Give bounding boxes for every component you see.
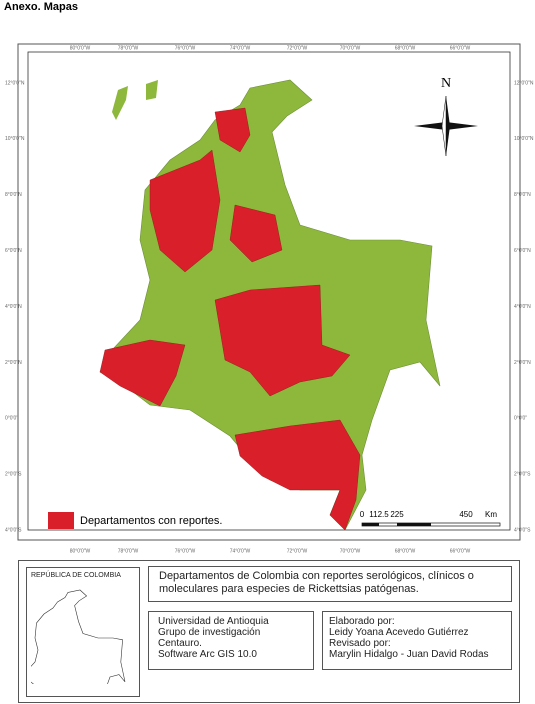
map-frame bbox=[17, 43, 521, 541]
longitude-label: 68°0'0"W bbox=[395, 548, 416, 554]
text-line: Leidy Yoana Acevedo Gutiérrez bbox=[329, 627, 469, 638]
legend-swatch bbox=[48, 512, 74, 529]
latitude-label: 8°0'0"N bbox=[514, 192, 531, 198]
longitude-label: 70°0'0"W bbox=[340, 45, 361, 51]
longitude-label: 72°0'0"W bbox=[287, 45, 308, 51]
longitude-label: 66°0'0"W bbox=[450, 45, 471, 51]
scale-label: 450 bbox=[459, 510, 473, 519]
text-line: Elaborado por: bbox=[329, 616, 395, 627]
text-line: Universidad de Antioquia bbox=[158, 616, 269, 627]
longitude-label: 76°0'0"W bbox=[175, 548, 196, 554]
latitude-label: 8°0'0"N bbox=[5, 192, 22, 198]
latitude-label: 6°0'0"N bbox=[514, 248, 531, 254]
latitude-label: 4°0'0"S bbox=[514, 528, 531, 534]
latitude-label: 4°0'0"S bbox=[5, 528, 22, 534]
latitude-label: 10°0'0"N bbox=[514, 136, 534, 142]
text-line: Grupo de investigación Centauro. bbox=[158, 627, 261, 649]
institution-box: Universidad de Antioquia Grupo de investi… bbox=[148, 611, 314, 670]
latitude-label: 2°0'0"S bbox=[514, 472, 531, 478]
text-line: Software Arc GIS 10.0 bbox=[158, 649, 257, 660]
legend-label: Departamentos con reportes. bbox=[80, 515, 222, 527]
map: N Departamentos con reportes. 80°0'0"W 80… bbox=[5, 43, 534, 554]
inset-title: REPÚBLICA DE COLOMBIA bbox=[31, 572, 121, 579]
latitude-label: 12°0'0"N bbox=[514, 80, 534, 86]
inset-box: REPÚBLICA DE COLOMBIA bbox=[26, 567, 140, 697]
scale-label: 112.5 bbox=[369, 510, 389, 519]
longitude-label: 74°0'0"W bbox=[230, 45, 251, 51]
credits-box: Elaborado por: Leidy Yoana Acevedo Gutiér… bbox=[322, 611, 512, 670]
inset-map bbox=[31, 589, 126, 684]
longitude-label: 66°0'0"W bbox=[450, 548, 471, 554]
latitude-label: 2°0'0"S bbox=[5, 472, 22, 478]
latitude-label: 0°0'0" bbox=[5, 416, 18, 422]
latitude-label: 2°0'0"N bbox=[514, 360, 531, 366]
text-line: Marylin Hidalgo - Juan David Rodas bbox=[329, 649, 489, 660]
longitude-label: 70°0'0"W bbox=[340, 548, 361, 554]
longitude-label: 78°0'0"W bbox=[118, 548, 139, 554]
scale-bar bbox=[361, 522, 501, 527]
info-panel bbox=[18, 560, 520, 703]
latitude-label: 2°0'0"N bbox=[5, 360, 22, 366]
longitude-label: 80°0'0"W bbox=[70, 45, 91, 51]
scale-label: 225 bbox=[390, 510, 404, 519]
title-box: Departamentos de Colombia con reportes s… bbox=[148, 566, 512, 602]
longitude-label: 68°0'0"W bbox=[395, 45, 416, 51]
latitude-label: 0°0'0" bbox=[514, 416, 527, 422]
longitude-label: 72°0'0"W bbox=[287, 548, 308, 554]
islands bbox=[112, 80, 158, 120]
longitude-label: 74°0'0"W bbox=[230, 548, 251, 554]
latitude-label: 4°0'0"N bbox=[514, 304, 531, 310]
compass: N bbox=[414, 76, 478, 157]
longitude-label: 76°0'0"W bbox=[175, 45, 196, 51]
inset-country bbox=[31, 589, 126, 684]
page-title: Anexo. Mapas bbox=[4, 1, 78, 13]
scale-label: 0 bbox=[360, 510, 365, 519]
longitude-label: 80°0'0"W bbox=[70, 548, 91, 554]
scale-unit: Km bbox=[485, 510, 497, 519]
map-title: Departamentos de Colombia con reportes s… bbox=[159, 570, 474, 595]
latitude-label: 10°0'0"N bbox=[5, 136, 25, 142]
latitude-label: 4°0'0"N bbox=[5, 304, 22, 310]
longitude-label: 78°0'0"W bbox=[118, 45, 139, 51]
reported-departments bbox=[99, 107, 361, 531]
latitude-label: 12°0'0"N bbox=[5, 80, 25, 86]
latitude-label: 6°0'0"N bbox=[5, 248, 22, 254]
north-label: N bbox=[441, 76, 451, 91]
text-line: Revisado por: bbox=[329, 638, 391, 649]
